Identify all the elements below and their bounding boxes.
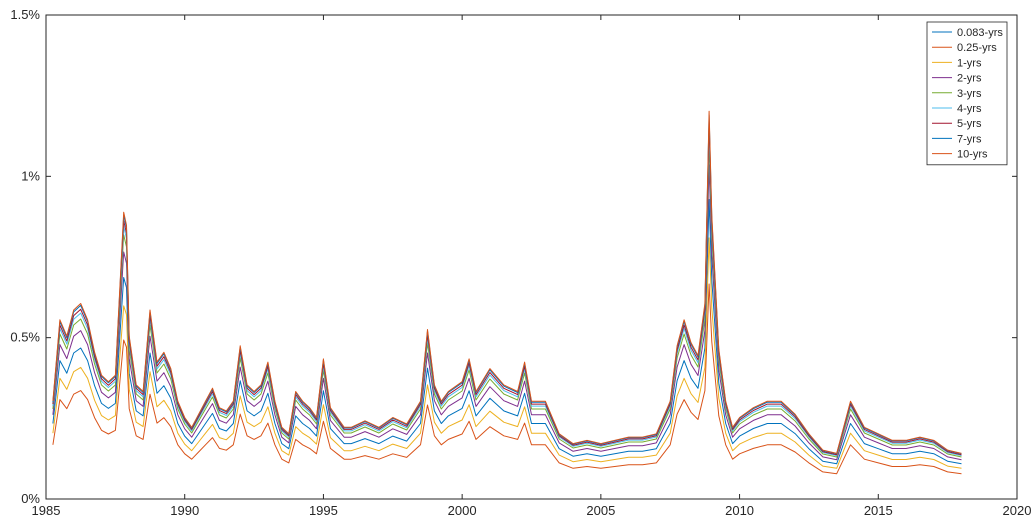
plot-area bbox=[52, 110, 962, 475]
legend: 0.083-yrs 0.25-yrs 1-yrs 2-yrs 3-yrs 4-yrs 5-y… bbox=[926, 21, 1008, 166]
legend-label: 0.083-yrs bbox=[957, 27, 1003, 39]
y-tick-label: 1.5% bbox=[10, 7, 40, 22]
x-tick-label: 2015 bbox=[864, 503, 893, 518]
series-line-7-yrs bbox=[52, 114, 962, 455]
x-tick-label: 2010 bbox=[725, 503, 754, 518]
series-line-0.083-yrs bbox=[52, 199, 962, 465]
x-tick-label: 1985 bbox=[32, 503, 61, 518]
series-line-4-yrs bbox=[52, 129, 962, 457]
legend-label: 2-yrs bbox=[957, 73, 982, 85]
series-line-2-yrs bbox=[52, 164, 962, 461]
axes: 1985 1990 1995 2000 2005 2010 2015 2020 0% 0.5% 1%… bbox=[10, 7, 1031, 518]
legend-label: 0.25-yrs bbox=[957, 42, 997, 54]
legend-label: 1-yrs bbox=[957, 57, 982, 69]
legend-box bbox=[926, 21, 1008, 166]
y-tick-label: 0% bbox=[21, 491, 40, 506]
legend-label: 4-yrs bbox=[957, 103, 982, 115]
series-line-0.25-yrs bbox=[52, 283, 962, 475]
series-line-3-yrs bbox=[52, 141, 962, 458]
axes-box bbox=[45, 14, 1018, 500]
legend-label: 3-yrs bbox=[957, 88, 982, 100]
legend-label: 10-yrs bbox=[957, 149, 988, 161]
y-tick-label: 0.5% bbox=[10, 330, 40, 345]
series-line-1-yrs bbox=[52, 237, 962, 469]
series-line-10-yrs bbox=[52, 110, 962, 454]
legend-label: 7-yrs bbox=[957, 133, 982, 145]
x-tick-label: 2005 bbox=[586, 503, 615, 518]
series-line-5-yrs bbox=[52, 122, 962, 456]
x-tick-label: 2000 bbox=[448, 503, 477, 518]
x-tick-label: 2020 bbox=[1003, 503, 1032, 518]
y-tick-label: 1% bbox=[21, 168, 40, 183]
x-tick-label: 1995 bbox=[309, 503, 338, 518]
legend-label: 5-yrs bbox=[957, 118, 982, 130]
x-tick-label: 1990 bbox=[170, 503, 199, 518]
